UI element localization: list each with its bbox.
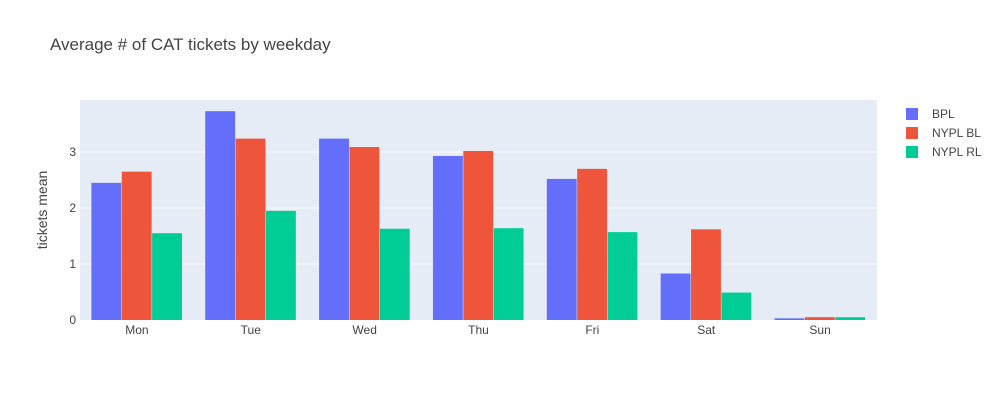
bar-nypl-rl-fri [607, 232, 638, 320]
bar-bpl-sat [660, 273, 691, 320]
legend-item[interactable]: NYPL BL [906, 126, 981, 140]
bar-bpl-mon [91, 182, 122, 320]
bar-nypl-bl-tue [235, 138, 266, 320]
bar-nypl-rl-sun [835, 317, 866, 320]
bars [91, 111, 866, 321]
x-tick-label: Sat [697, 323, 716, 337]
y-tick-label: 2 [69, 201, 76, 215]
legend-item[interactable]: NYPL RL [906, 145, 982, 159]
bar-nypl-bl-mon [121, 171, 152, 320]
legend-swatch [906, 108, 918, 120]
bar-bpl-sun [774, 318, 805, 320]
bar-bpl-wed [319, 138, 349, 320]
bar-nypl-bl-thu [463, 150, 494, 320]
bar-bpl-tue [205, 111, 236, 321]
bar-nypl-rl-tue [265, 210, 296, 320]
x-tick-label: Thu [468, 323, 489, 337]
bar-nypl-rl-sat [721, 292, 752, 320]
y-axis-title: tickets mean [34, 171, 50, 250]
x-axis-ticks: Mon Tue Wed Thu Fri Sat Sun [125, 323, 830, 337]
legend-label: BPL [932, 107, 955, 121]
bar-nypl-bl-sun [804, 317, 835, 320]
y-tick-label: 1 [69, 257, 76, 271]
legend-item[interactable]: BPL [906, 107, 955, 121]
bar-bpl-fri [546, 178, 577, 320]
x-tick-label: Mon [125, 323, 148, 337]
x-tick-label: Fri [585, 323, 599, 337]
y-axis-ticks: 0 1 2 3 [69, 145, 76, 327]
bar-nypl-bl-wed [349, 147, 380, 320]
x-tick-label: Wed [352, 323, 376, 337]
chart-title: Average # of CAT tickets by weekday [50, 35, 331, 54]
x-tick-label: Sun [809, 323, 830, 337]
bar-nypl-bl-sat [691, 229, 721, 320]
legend: BPL NYPL BL NYPL RL [906, 107, 982, 159]
legend-swatch [906, 127, 918, 139]
legend-label: NYPL RL [932, 145, 982, 159]
legend-swatch [906, 146, 918, 158]
bar-nypl-bl-fri [577, 168, 608, 320]
bar-nypl-rl-thu [493, 228, 524, 320]
y-tick-label: 3 [69, 145, 76, 159]
bar-nypl-rl-mon [152, 233, 182, 320]
x-tick-label: Tue [241, 323, 262, 337]
bar-bpl-thu [432, 155, 463, 320]
legend-label: NYPL BL [932, 126, 981, 140]
y-tick-label: 0 [69, 313, 76, 327]
bar-nypl-rl-wed [379, 228, 410, 320]
